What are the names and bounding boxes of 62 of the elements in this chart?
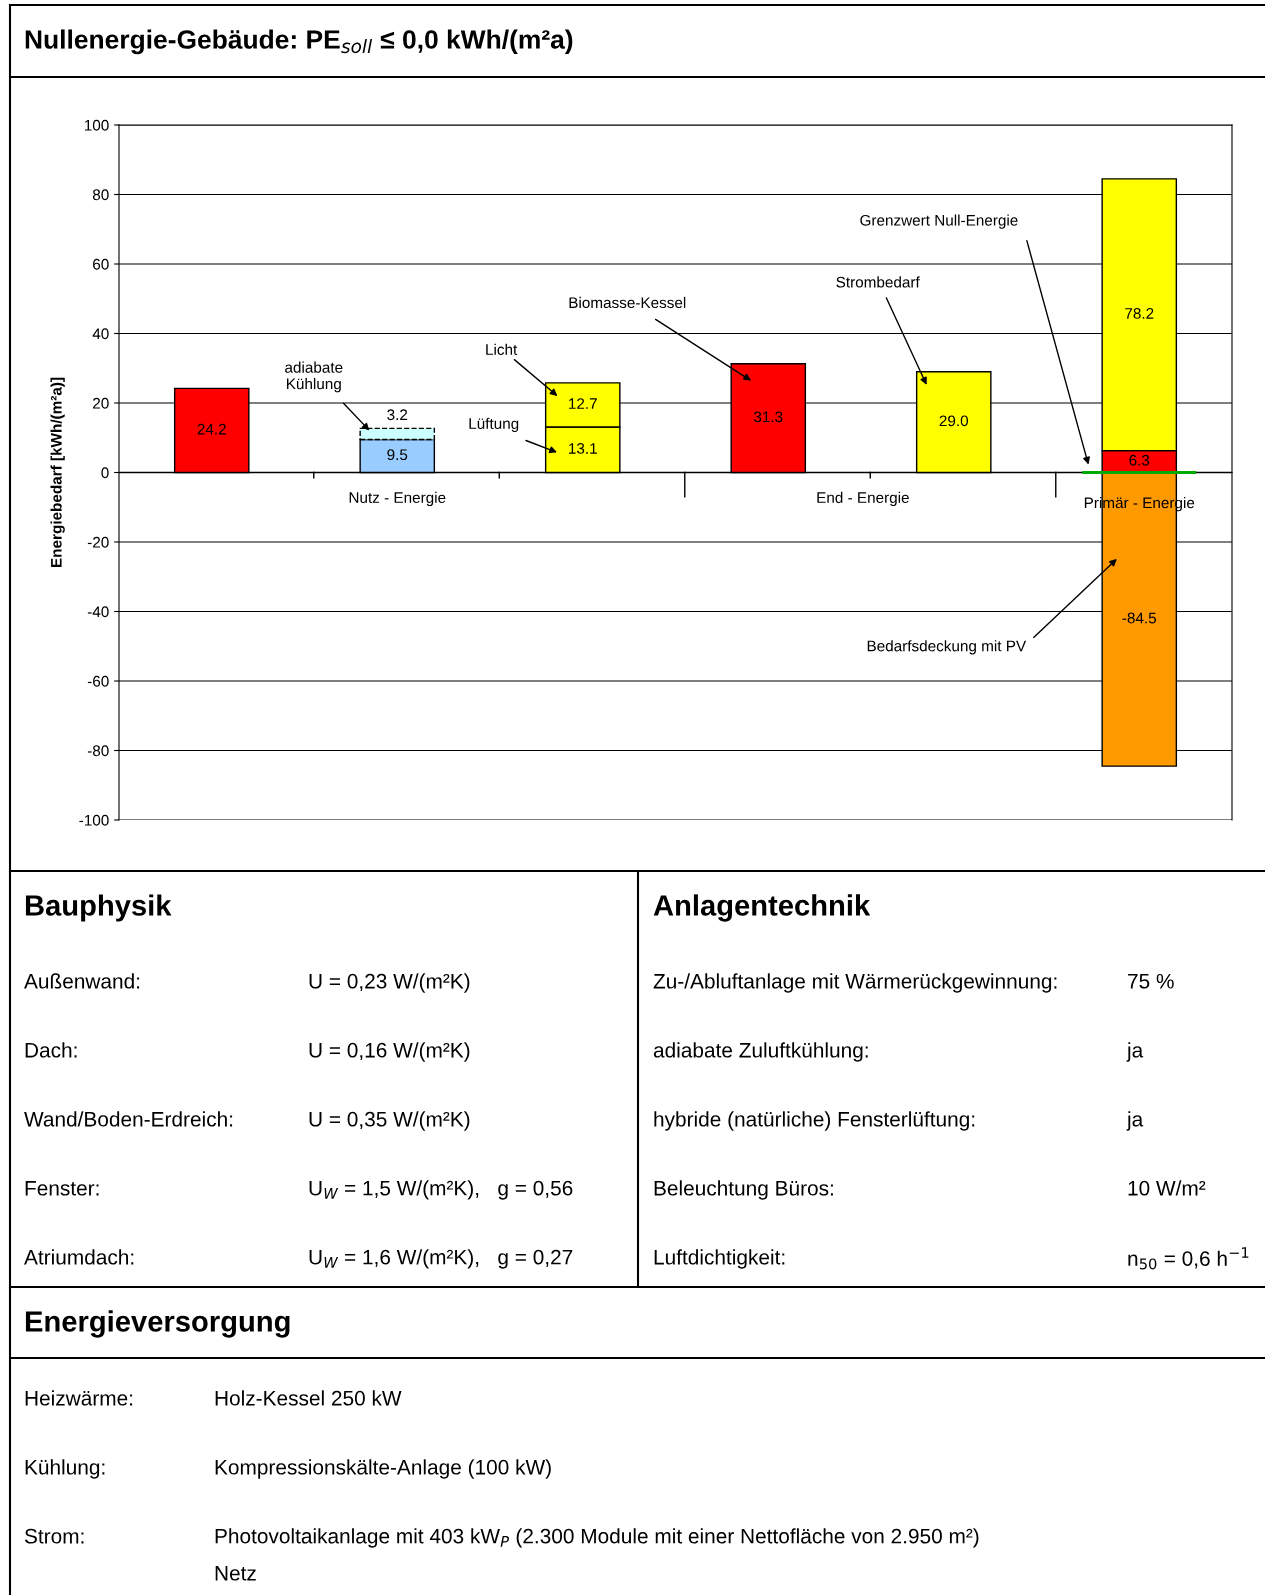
data-label: 13.1 [569,443,597,454]
annotation: Bedarfsdeckung mit PV [867,640,1027,655]
y-tick-label: -80 [87,745,109,757]
y-tick-label: 40 [92,328,109,340]
text: Heizwärme: [25,1390,133,1406]
annotation: Grenzwert Null-Energie [860,214,1018,229]
text: Außenwand: [24,973,140,989]
text: Kompressionskälte-Anlage (100 kW) [215,1459,551,1479]
y-tick-label: 80 [92,189,109,201]
text: U = 0,16 W/(m²K) [309,1042,470,1062]
data-label: 31.3 [753,411,783,423]
annotation: Licht [486,343,518,355]
text: hybride (natürliche) Fensterlüftung: [654,1111,975,1131]
text: 10 W/m² [1128,1180,1206,1196]
y-tick-label: 100 [84,119,109,131]
text: Zu-/Abluftanlage mit Wärmerückgewinnung: [653,973,1057,993]
text: ja [1126,1042,1144,1062]
text: Energieversorgung [25,1310,290,1338]
y-axis-title: Energiebedarf [kWh/(m²a)] [50,377,65,567]
text: U = 0,23 W/(m²K) [309,973,470,993]
data-label: 78.2 [1125,308,1154,319]
annotation: Biomasse-Kessel [569,296,686,309]
text: U$_{W}$ = 1,6 W/(m²K), g = 0,27 [309,1249,573,1269]
text: Photovoltaikanlage mit 403 kW$_{P}$ (2.300 Module mit einer Nettofläche von 2.950 m²) [215,1528,979,1548]
data-label: 6.3 [1129,454,1150,466]
y-tick-label: -40 [87,606,109,618]
annotation: adiabate Kühlung [285,361,343,393]
text: Netz [215,1566,256,1581]
text: Anlagentechnik [653,894,871,922]
text: Atriumdach: [24,1249,134,1265]
text: U$_{W}$ = 1,5 W/(m²K), g = 0,56 [309,1180,573,1200]
text: Holz-Kessel 250 kW [215,1390,402,1406]
annotation: Lüftung [469,417,519,433]
data-label: -84.5 [1122,612,1157,624]
text: U = 0,35 W/(m²K) [309,1111,470,1131]
chart-title: Nullenergie-Gebäude: PE$_{soll}$ ≤ 0,0 kWh/(m²a) [25,29,573,55]
y-tick-label: -20 [87,536,109,548]
y-tick-label: 60 [93,258,109,270]
text: adiabate Zuluftkühlung: [653,1042,868,1062]
data-label: 9.5 [387,449,408,461]
annotation: Nutz - Energie [349,491,446,507]
text: Strom: [24,1528,84,1544]
text: Wand/Boden-Erdreich: [24,1111,233,1127]
text: Bauphysik [25,894,172,922]
y-tick-label: -60 [87,675,109,687]
text: 75 % [1128,973,1174,989]
text: ja [1126,1111,1144,1131]
data-label: 12.7 [569,398,597,409]
text: Luftdichtigkeit: [654,1249,785,1269]
text: Beleuchtung Büros: [654,1180,833,1200]
annotation: End - Energie [817,491,909,507]
text: Fenster: [25,1181,99,1196]
data-label: 3.2 [387,409,408,421]
data-label: 24.2 [197,423,226,435]
text: n$_{50}$ = 0,6 h$^{−1}$ [1128,1247,1249,1270]
text: Kühlung: [25,1459,105,1479]
y-tick-label: -100 [79,814,109,826]
text: Dach: [25,1042,77,1058]
data-label: 29.0 [939,415,969,427]
y-tick-label: 0 [101,467,109,479]
annotation: Strombedarf [836,276,920,288]
y-tick-label: 20 [93,397,109,409]
